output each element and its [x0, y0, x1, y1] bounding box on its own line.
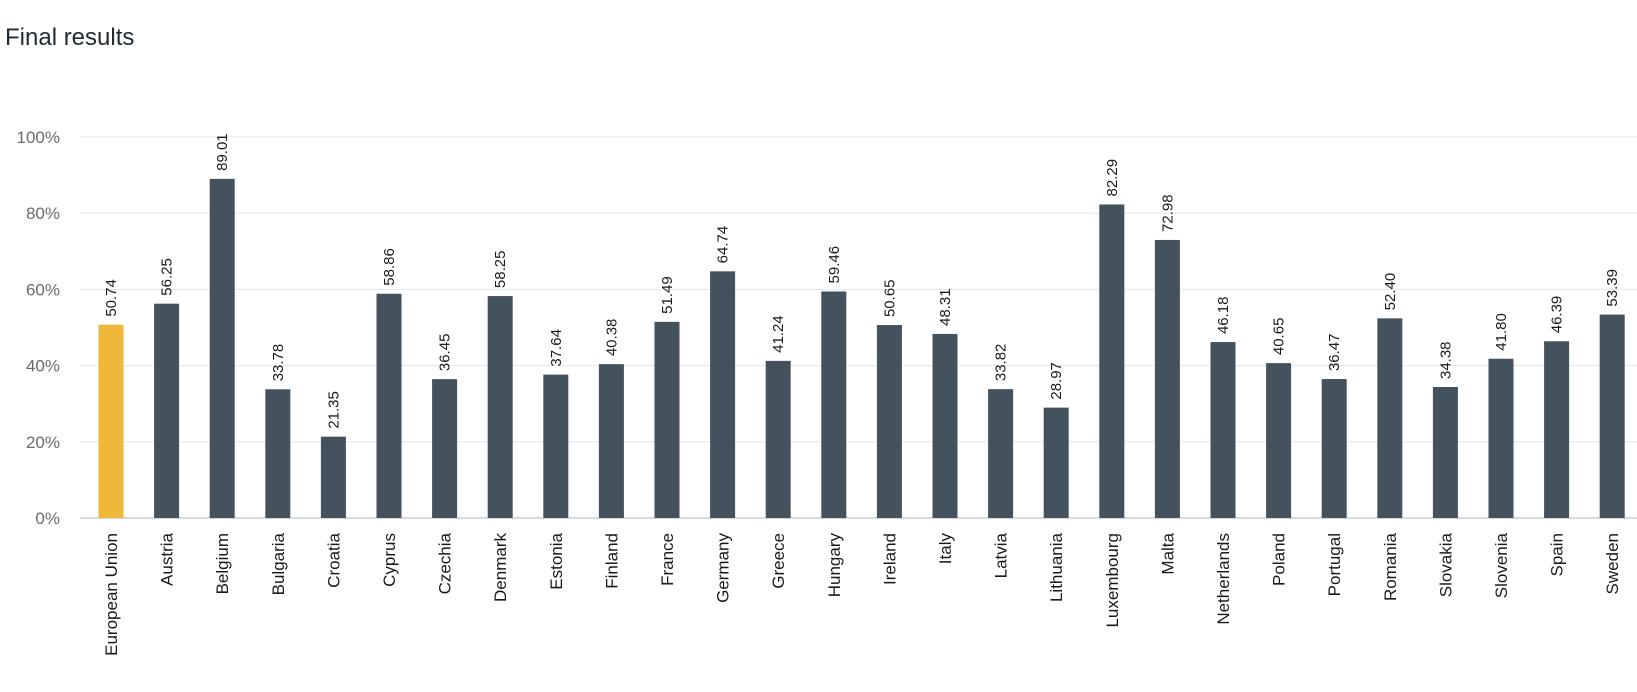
bar: [1154, 239, 1180, 518]
x-tick-label: Portugal: [1325, 533, 1344, 596]
x-tick-label: Lithuania: [1047, 532, 1066, 602]
bar: [876, 325, 902, 518]
x-tick-label: Austria: [158, 532, 177, 585]
data-label: 58.86: [381, 248, 398, 286]
bar: [154, 303, 180, 518]
data-label: 56.25: [159, 258, 176, 296]
data-label: 51.49: [659, 276, 676, 314]
data-label: 46.39: [1549, 296, 1566, 334]
data-label: 72.98: [1159, 194, 1176, 232]
x-tick-label: European Union: [102, 533, 121, 656]
bar: [1043, 407, 1069, 518]
bar: [487, 296, 513, 518]
data-label: 33.82: [993, 344, 1010, 382]
data-label: 50.65: [881, 279, 898, 317]
x-tick-label: Finland: [602, 533, 621, 589]
bar: [710, 271, 736, 518]
data-label: 40.38: [603, 319, 620, 357]
y-axis-ticks: 0% 20% 40% 60% 80% 100%: [17, 128, 60, 528]
bar: [98, 324, 124, 518]
data-label: 40.65: [1271, 318, 1288, 356]
x-tick-label: Czechia: [436, 532, 455, 594]
x-tick-label: Cyprus: [380, 533, 399, 587]
bar: [1099, 204, 1125, 518]
bar: [1599, 314, 1625, 518]
bar: [320, 436, 346, 518]
data-label: 50.74: [103, 279, 120, 317]
y-tick-label: 20%: [26, 433, 60, 452]
x-tick-label: Estonia: [547, 532, 566, 589]
bar: [209, 178, 235, 519]
data-labels: 50.74 56.25 89.01 33.78 21.35 58.86 36.45 58.25…: [103, 133, 1621, 428]
data-label: 58.25: [492, 251, 509, 289]
data-label: 36.45: [437, 334, 454, 372]
data-label: 41.80: [1493, 313, 1510, 351]
x-tick-label: Latvia: [992, 532, 1011, 578]
data-label: 82.29: [1104, 159, 1121, 197]
data-label: 53.39: [1604, 269, 1621, 307]
x-tick-label: Bulgaria: [269, 532, 288, 595]
bar: [1377, 318, 1403, 518]
x-tick-label: Germany: [714, 533, 733, 603]
data-label: 33.78: [270, 344, 287, 382]
x-tick-label: Sweden: [1603, 533, 1622, 594]
bars: [98, 178, 1625, 519]
x-tick-label: Romania: [1381, 532, 1400, 601]
data-label: 37.64: [548, 329, 565, 367]
bar: [765, 360, 791, 518]
x-tick-label: Hungary: [825, 533, 844, 598]
data-label: 59.46: [826, 246, 843, 284]
data-label: 89.01: [214, 133, 231, 171]
y-tick-label: 80%: [26, 204, 60, 223]
bar: [1266, 363, 1292, 518]
x-tick-label: France: [658, 533, 677, 586]
bar: [543, 374, 569, 518]
data-label: 48.31: [937, 288, 954, 326]
data-label: 46.18: [1215, 297, 1232, 335]
bar: [598, 364, 624, 518]
y-tick-label: 40%: [26, 357, 60, 376]
bar: [1210, 342, 1236, 518]
gridlines: [80, 136, 1637, 519]
x-tick-label: Greece: [769, 533, 788, 589]
y-tick-label: 100%: [17, 128, 60, 147]
x-tick-label: Slovakia: [1436, 532, 1455, 597]
chart-title: Final results: [5, 24, 135, 51]
data-label: 52.40: [1382, 273, 1399, 311]
data-label: 34.38: [1437, 341, 1454, 379]
x-tick-label: Denmark: [491, 533, 510, 602]
x-tick-label: Luxembourg: [1103, 533, 1122, 628]
x-tick-label: Italy: [936, 533, 955, 565]
bar: [432, 379, 458, 518]
bar: [821, 291, 847, 518]
bar: [265, 389, 291, 518]
x-tick-label: Croatia: [324, 532, 343, 587]
data-label: 64.74: [715, 226, 732, 264]
y-tick-label: 60%: [26, 280, 60, 299]
bar: [1432, 387, 1458, 518]
x-tick-label: Slovenia: [1492, 532, 1511, 598]
data-label: 41.24: [770, 315, 787, 353]
data-label: 21.35: [325, 391, 342, 429]
bar: [1321, 379, 1347, 518]
bar: [988, 389, 1014, 518]
bar: [376, 293, 402, 518]
x-tick-label: Spain: [1548, 533, 1567, 576]
data-label: 36.47: [1326, 334, 1343, 372]
x-axis-ticks: European Union Austria Belgium Bulgaria Croa…: [102, 532, 1622, 655]
bar: [1488, 358, 1514, 518]
bar: [932, 333, 958, 518]
x-tick-label: Poland: [1270, 533, 1289, 586]
x-tick-label: Ireland: [880, 533, 899, 585]
x-tick-label: Belgium: [213, 533, 232, 594]
data-label: 28.97: [1048, 362, 1065, 400]
bar: [1544, 341, 1570, 518]
y-tick-label: 0%: [35, 509, 60, 528]
x-tick-label: Malta: [1158, 532, 1177, 574]
bar: [654, 321, 680, 518]
x-tick-label: Netherlands: [1214, 533, 1233, 625]
